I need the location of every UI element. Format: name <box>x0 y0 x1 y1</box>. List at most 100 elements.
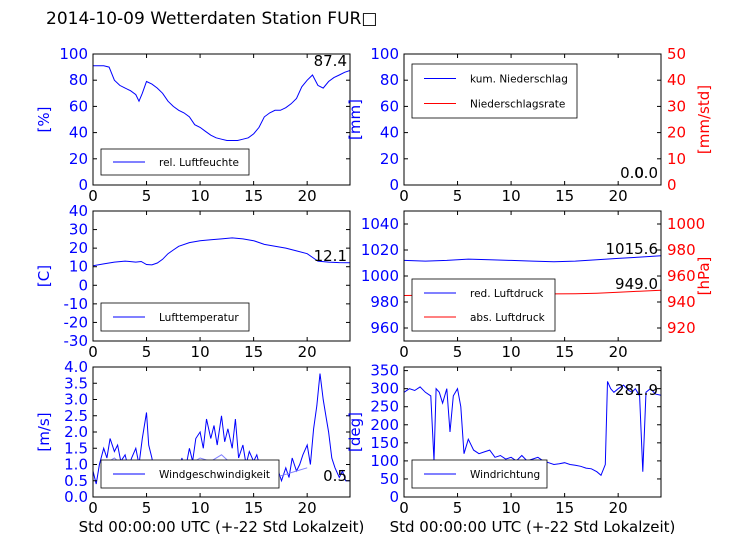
series-line-windrichtung <box>404 381 661 477</box>
x-tick-label: 0 <box>399 343 409 361</box>
x-tick-label: 20 <box>298 187 317 205</box>
y-tick-label: 4.0 <box>64 358 88 376</box>
last-value-label: 0.0 <box>634 164 658 182</box>
legend-entry-windrichtung: Windrichtung <box>470 469 540 481</box>
title-box-glyph: □ <box>361 9 378 29</box>
legend: Lufttemperatur <box>100 302 250 332</box>
legend-entry-abs-luftdruck: abs. Luftdruck <box>470 312 546 324</box>
chart-panel-middle-right: 0 5 10 15 20 960 980 1000 1020 1040 920 940 960 980 10… <box>361 210 713 361</box>
last-value-label: 0.5 <box>323 467 347 485</box>
y-tick-label: 980 <box>370 293 399 311</box>
y-tick-label: 2.0 <box>64 423 88 441</box>
x-tick-label: 20 <box>298 499 317 517</box>
y-right-tick-label: 40 <box>667 71 686 89</box>
y-tick-label: 0 <box>389 176 399 194</box>
legend: rel. Luftfeuchte <box>100 148 250 176</box>
y-right-tick-label: 960 <box>667 267 696 285</box>
y-tick-label: 20 <box>380 150 399 168</box>
x-tick-label: 15 <box>244 343 263 361</box>
y-tick-label: 0.5 <box>64 472 88 490</box>
x-tick-label: 0 <box>88 343 98 361</box>
series-line-windgeschwindigkeit <box>93 373 350 486</box>
x-tick-label: 5 <box>453 499 463 517</box>
chart-panel-bottom-left: 0 5 10 15 200.00.51.01.52.02.53.03.54.0[m/s]… <box>35 358 364 536</box>
x-tick-label: 15 <box>244 187 263 205</box>
x-tick-label: 0 <box>399 187 409 205</box>
x-tick-label: 10 <box>191 499 210 517</box>
y-tick-label: 80 <box>380 71 399 89</box>
y-tick-label: 30 <box>69 221 88 239</box>
y-tick-label: 350 <box>370 362 399 380</box>
series-line-rel-luftfeuchte <box>93 65 350 141</box>
x-tick-label: 15 <box>555 343 574 361</box>
chart-panel-middle-left: 0 5 10 15 20-30-20-10010203040[C]Lufttempera… <box>35 202 351 361</box>
x-tick-label: 10 <box>502 499 521 517</box>
x-tick-label: 10 <box>502 187 521 205</box>
legend-entry-lufttemperatur: Lufttemperatur <box>159 312 239 324</box>
y-tick-label: 10 <box>69 258 88 276</box>
y-right-tick-label: 20 <box>667 124 686 142</box>
y-right-axis-label: [mm/std] <box>695 85 713 154</box>
figure-title: 2014-10-09 Wetterdaten Station FUR□ <box>46 9 378 29</box>
y-tick-label: 0.0 <box>64 488 88 506</box>
y-tick-label: 60 <box>380 97 399 115</box>
x-tick-label: 5 <box>453 343 463 361</box>
y-axis-label: [m/s] <box>35 412 53 451</box>
y-tick-label: 80 <box>69 71 88 89</box>
y-axis-label: [%] <box>35 107 53 133</box>
x-tick-label: 5 <box>453 187 463 205</box>
x-tick-label: 10 <box>502 343 521 361</box>
y-right-tick-label: 10 <box>667 150 686 168</box>
y-tick-label: -10 <box>64 295 89 313</box>
y-tick-label: 3.5 <box>64 374 88 392</box>
y-right-tick-label: 980 <box>667 241 696 259</box>
x-tick-label: 15 <box>244 499 263 517</box>
y-right-axis-label: [hPa] <box>695 257 713 296</box>
y-tick-label: -20 <box>64 313 89 331</box>
legend-entry-windgeschwindigkeit: Windgeschwindigkeit <box>159 469 270 481</box>
y-tick-label: 40 <box>69 124 88 142</box>
x-tick-label: 15 <box>555 499 574 517</box>
y-tick-label: 1000 <box>361 267 399 285</box>
x-tick-label: 0 <box>399 499 409 517</box>
last-value-label: 281.9 <box>615 381 658 399</box>
legend-entry-red-luftdruck: red. Luftdruck <box>470 288 544 300</box>
chart-panel-top-right: 0 5 10 15 20 0 20 40 60 80 100 0 10 20 30 40 50 [mm] [mm/s… <box>346 45 713 205</box>
y-tick-label: 3.0 <box>64 391 88 409</box>
series-line-red-luftdruck <box>404 255 661 263</box>
y-tick-label: 1.0 <box>64 456 88 474</box>
x-axis-label: Std 00:00:00 UTC (+-22 Std Lokalzeit) <box>390 518 676 536</box>
x-tick-label: 5 <box>142 499 152 517</box>
legend-box <box>411 63 578 119</box>
x-tick-label: 10 <box>191 187 210 205</box>
y-tick-label: 2.5 <box>64 407 88 425</box>
y-tick-label: 100 <box>370 45 399 63</box>
x-axis-label: Std 00:00:00 UTC (+-22 Std Lokalzeit) <box>79 518 365 536</box>
x-tick-label: 10 <box>191 343 210 361</box>
x-tick-label: 5 <box>142 343 152 361</box>
y-right-tick-label: 1000 <box>667 215 705 233</box>
y-tick-label: 250 <box>370 398 399 416</box>
legend: Windrichtung <box>411 459 548 489</box>
y-tick-label: 60 <box>69 97 88 115</box>
x-tick-label: 20 <box>609 187 628 205</box>
x-tick-label: 20 <box>298 343 317 361</box>
y-tick-label: 0 <box>78 176 88 194</box>
y-axis-label: [C] <box>35 265 53 287</box>
legend-entry-kum-niederschlag: kum. Niederschlag <box>470 74 568 86</box>
y-tick-label: 150 <box>370 434 399 452</box>
y-tick-label: 0 <box>389 488 399 506</box>
y-tick-label: -30 <box>64 332 89 350</box>
last-value-label: 0.0 <box>620 164 644 182</box>
y-right-tick-label: 940 <box>667 293 696 311</box>
legend-box <box>411 278 556 332</box>
y-tick-label: 50 <box>380 470 399 488</box>
x-tick-label: 5 <box>142 187 152 205</box>
legend-entry-rel-luftfeuchte: rel. Luftfeuchte <box>159 157 239 169</box>
y-tick-label: 1.5 <box>64 439 88 457</box>
x-tick-label: 0 <box>88 499 98 517</box>
y-right-tick-label: 0 <box>667 176 677 194</box>
y-tick-label: 100 <box>59 45 88 63</box>
